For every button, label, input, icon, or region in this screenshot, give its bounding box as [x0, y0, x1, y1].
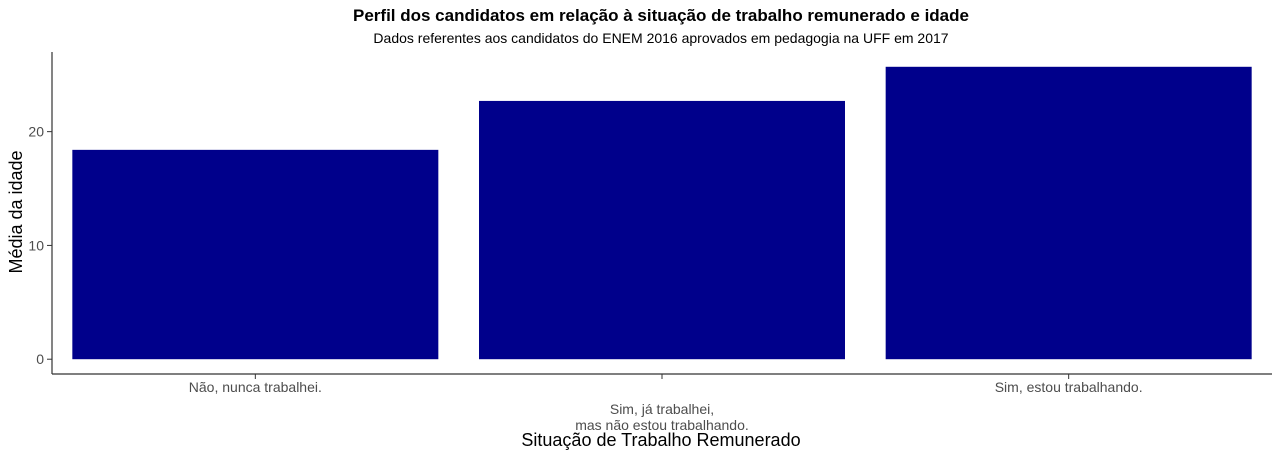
x-axis: Não, nunca trabalhei. Sim, já trabalhei,m…	[52, 373, 1272, 433]
y-axis: 0 10 20	[28, 52, 53, 374]
bar-2	[479, 100, 845, 360]
y-tick-label: 0	[36, 351, 44, 367]
y-axis-title: Média da idade	[6, 150, 26, 273]
y-tick-label: 10	[28, 237, 44, 253]
y-tick-label: 20	[28, 124, 44, 140]
chart-title: Perfil dos candidatos em relação à situa…	[353, 6, 969, 25]
x-tick-label: Sim, estou trabalhando.	[995, 379, 1143, 395]
bar-3	[885, 66, 1252, 360]
bars-group	[72, 66, 1252, 360]
x-tick-label: Não, nunca trabalhei.	[189, 379, 322, 395]
x-tick-label: Sim, já trabalhei,	[610, 401, 714, 417]
x-axis-title: Situação de Trabalho Remunerado	[521, 430, 800, 450]
bar-1	[72, 149, 439, 360]
chart-subtitle: Dados referentes aos candidatos do ENEM …	[373, 30, 948, 46]
x-tick-label: mas não estou trabalhando.	[575, 417, 749, 433]
